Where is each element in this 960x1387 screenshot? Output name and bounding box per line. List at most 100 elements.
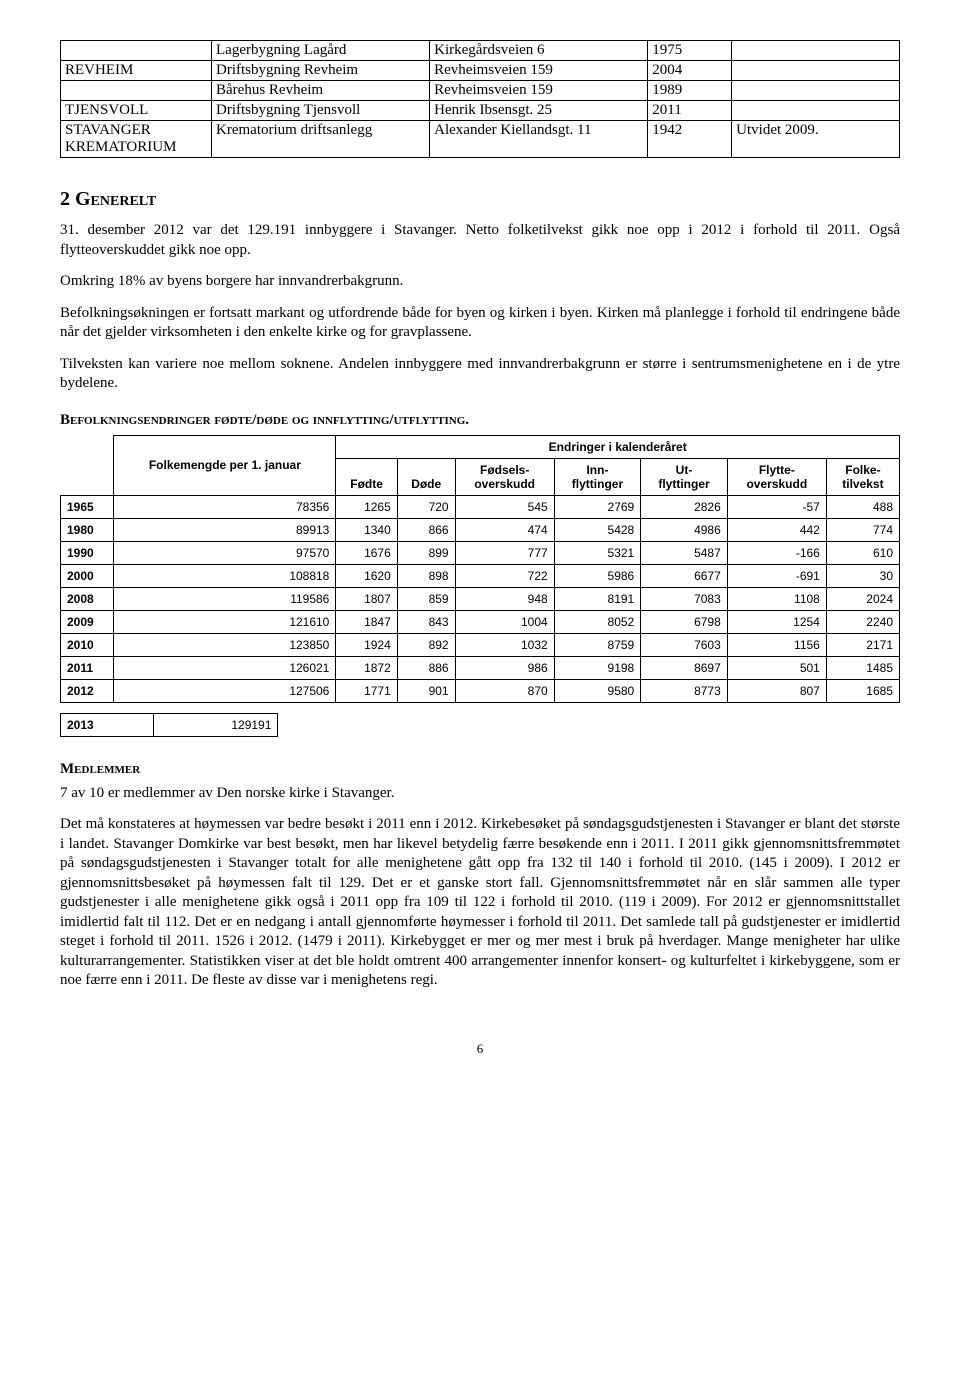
table-cell: 488 — [826, 495, 899, 518]
table-cell-year: 1965 — [61, 495, 114, 518]
table-cell: 8759 — [554, 633, 641, 656]
table-cell: 807 — [727, 679, 826, 702]
table-cell: 986 — [455, 656, 554, 679]
table-cell: 1942 — [648, 121, 732, 158]
table-cell-year: 1990 — [61, 541, 114, 564]
table-cell: 1989 — [648, 81, 732, 101]
table-cell-year: 2012 — [61, 679, 114, 702]
table-cell-year: 2011 — [61, 656, 114, 679]
table-cell: 1265 — [336, 495, 397, 518]
paragraph: Omkring 18% av byens borgere har innvand… — [60, 272, 900, 292]
table-cell: 1108 — [727, 587, 826, 610]
table-cell: 1004 — [455, 610, 554, 633]
table-cell: 78356 — [114, 495, 336, 518]
table-cell: -691 — [727, 564, 826, 587]
table-cell: 129191 — [154, 713, 278, 736]
col-header: Fødte — [336, 458, 397, 495]
table-cell-year: 2008 — [61, 587, 114, 610]
table-cell: 886 — [397, 656, 455, 679]
table-cell: 2240 — [826, 610, 899, 633]
section-heading: 2 Generelt — [60, 188, 900, 211]
table-cell: 5321 — [554, 541, 641, 564]
table-cell: 899 — [397, 541, 455, 564]
table-cell: 1485 — [826, 656, 899, 679]
table-cell-year: 2010 — [61, 633, 114, 656]
table-cell: 901 — [397, 679, 455, 702]
table-cell: 126021 — [114, 656, 336, 679]
col-header-span: Endringer i kalenderåret — [336, 435, 900, 458]
table-cell — [61, 81, 212, 101]
table-cell-year: 1980 — [61, 518, 114, 541]
col-header: Folkemengde per 1. januar — [114, 435, 336, 495]
paragraph: 31. desember 2012 var det 129.191 innbyg… — [60, 221, 900, 260]
table-cell: 866 — [397, 518, 455, 541]
col-header: Ut- flyttinger — [641, 458, 728, 495]
table-cell: 859 — [397, 587, 455, 610]
table-cell: 5487 — [641, 541, 728, 564]
table-cell: 89913 — [114, 518, 336, 541]
population-table: Folkemengde per 1. januar Endringer i ka… — [60, 435, 900, 703]
table-cell: 121610 — [114, 610, 336, 633]
table-cell: 7083 — [641, 587, 728, 610]
table-cell: 2011 — [648, 101, 732, 121]
table-cell: Alexander Kiellandsgt. 11 — [430, 121, 648, 158]
table-cell: 108818 — [114, 564, 336, 587]
table-cell: Utvidet 2009. — [732, 121, 900, 158]
table-cell: 474 — [455, 518, 554, 541]
table-cell: 2024 — [826, 587, 899, 610]
table-cell: 2769 — [554, 495, 641, 518]
table-cell: 5428 — [554, 518, 641, 541]
table-cell: 1924 — [336, 633, 397, 656]
table-cell: 4986 — [641, 518, 728, 541]
table-cell: 501 — [727, 656, 826, 679]
table-cell: 1254 — [727, 610, 826, 633]
table-cell: 1872 — [336, 656, 397, 679]
table-cell: -166 — [727, 541, 826, 564]
table-cell-year: 2009 — [61, 610, 114, 633]
table-cell: Revheimsveien 159 — [430, 61, 648, 81]
table-cell: 892 — [397, 633, 455, 656]
table-cell — [732, 81, 900, 101]
table-cell: 1847 — [336, 610, 397, 633]
paragraph: Det må konstateres at høymessen var bedr… — [60, 815, 900, 991]
subheading: Befolkningsendringer fødte/døde og innfl… — [60, 412, 900, 429]
table-cell: 843 — [397, 610, 455, 633]
table-cell: 2826 — [641, 495, 728, 518]
paragraph: Tilveksten kan variere noe mellom soknen… — [60, 355, 900, 394]
table-cell: 2004 — [648, 61, 732, 81]
table-cell: -57 — [727, 495, 826, 518]
table-cell — [732, 41, 900, 61]
table-cell: Lagerbygning Lagård — [212, 41, 430, 61]
table-cell: STAVANGER KREMATORIUM — [61, 121, 212, 158]
table-cell: 8773 — [641, 679, 728, 702]
table-cell — [732, 61, 900, 81]
table-cell: 1685 — [826, 679, 899, 702]
table-cell: Driftsbygning Tjensvoll — [212, 101, 430, 121]
page-number: 6 — [60, 1041, 900, 1057]
table-cell: 119586 — [114, 587, 336, 610]
table-cell: 8697 — [641, 656, 728, 679]
table-cell: 6677 — [641, 564, 728, 587]
table-cell: 870 — [455, 679, 554, 702]
table-cell: Kirkegårdsveien 6 — [430, 41, 648, 61]
col-header: Fødsels- overskudd — [455, 458, 554, 495]
table-cell: 774 — [826, 518, 899, 541]
col-header: Folke- tilvekst — [826, 458, 899, 495]
table-cell: TJENSVOLL — [61, 101, 212, 121]
table-cell: 8052 — [554, 610, 641, 633]
table-cell: 1340 — [336, 518, 397, 541]
table-cell: 777 — [455, 541, 554, 564]
section-number: 2 — [60, 188, 70, 210]
table-cell-year: 2000 — [61, 564, 114, 587]
table-cell: 898 — [397, 564, 455, 587]
table-cell: Bårehus Revheim — [212, 81, 430, 101]
table-cell: 2013 — [61, 713, 154, 736]
table-cell: 1807 — [336, 587, 397, 610]
table-cell: 1676 — [336, 541, 397, 564]
table-cell: 2171 — [826, 633, 899, 656]
table-cell: REVHEIM — [61, 61, 212, 81]
col-header: Flytte- overskudd — [727, 458, 826, 495]
table-cell: Revheimsveien 159 — [430, 81, 648, 101]
table-cell: Henrik Ibsensgt. 25 — [430, 101, 648, 121]
table-cell: 7603 — [641, 633, 728, 656]
